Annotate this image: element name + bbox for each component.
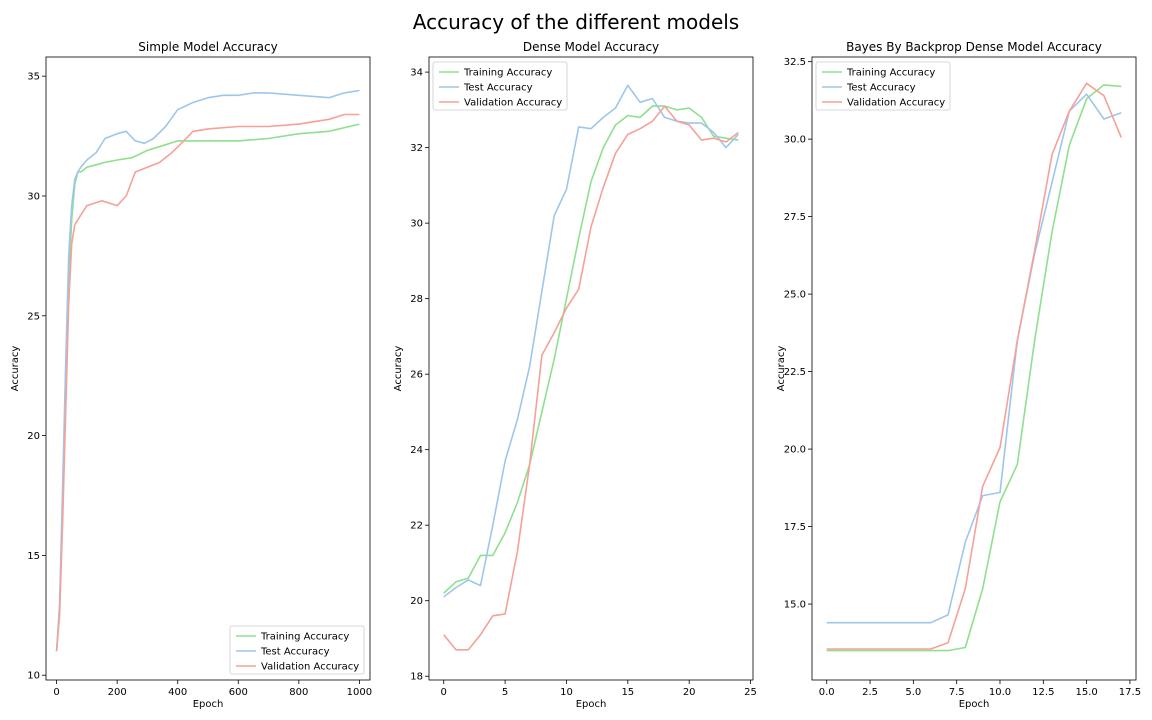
y-tick-label: 15.0 [784,600,806,611]
x-tick-label: 400 [168,687,187,698]
y-axis-label: Accuracy [776,346,787,392]
y-tick-label: 24 [410,445,423,456]
y-tick-label: 32.5 [784,57,806,68]
x-tick-label: 200 [108,687,127,698]
x-tick-label: 20 [683,687,696,698]
y-tick-label: 30.0 [784,135,806,146]
y-tick-label: 20 [27,431,40,442]
x-tick-label: 800 [289,687,308,698]
y-tick-label: 30 [27,191,40,202]
x-tick-label: 5 [502,687,508,698]
y-tick-label: 22 [410,521,423,532]
x-tick-label: 15 [621,687,634,698]
x-axis-label: Epoch [193,699,224,710]
x-tick-label: 25 [744,687,757,698]
legend-label: Training Accuracy [463,68,552,79]
legend-box [815,61,951,111]
x-tick-label: 12.5 [1032,687,1054,698]
x-tick-label: 10 [560,687,573,698]
legend-label: Test Accuracy [846,83,916,94]
y-tick-label: 20.0 [784,445,806,456]
x-axis-label: Epoch [959,699,990,710]
series-line-training [443,105,739,594]
y-tick-label: 25.0 [784,290,806,301]
series-line-validation [443,105,739,651]
y-tick-label: 34 [410,68,423,79]
x-tick-label: 0 [53,687,59,698]
y-tick-label: 35 [27,72,40,83]
x-tick-label: 1000 [347,687,372,698]
y-tick-label: 15 [27,551,40,562]
series-line-training [826,84,1122,652]
y-tick-label: 30 [410,219,423,230]
series-line-training [55,123,360,652]
figure-title: Accuracy of the different models [412,10,740,34]
series-line-validation [826,82,1123,650]
series-line-validation [55,113,360,652]
series-line-test [826,93,1122,624]
legend-label: Validation Accuracy [261,662,359,673]
chart-title: Dense Model Accuracy [523,40,659,54]
y-axis-label: Accuracy [10,346,21,392]
y-axis-label: Accuracy [393,346,404,392]
legend-label: Validation Accuracy [847,98,945,109]
legend-label: Training Accuracy [260,632,349,643]
y-tick-label: 17.5 [784,522,806,533]
y-tick-label: 27.5 [784,212,806,223]
y-tick-label: 26 [410,370,423,381]
chart-title: Bayes By Backprop Dense Model Accuracy [846,40,1102,54]
y-tick-label: 25 [27,311,40,322]
y-tick-label: 22.5 [784,367,806,378]
legend-label: Training Accuracy [846,68,935,79]
x-tick-label: 15.0 [1075,687,1097,698]
x-tick-label: 17.5 [1119,687,1141,698]
series-line-test [55,89,360,652]
series-line-test [443,84,739,598]
legend-label: Validation Accuracy [464,98,562,109]
chart-title: Simple Model Accuracy [138,40,277,54]
legend-box [432,61,568,111]
x-tick-label: 7.5 [949,687,965,698]
legend-label: Test Accuracy [260,647,330,658]
plot-frame [45,56,371,681]
y-tick-label: 18 [410,672,423,683]
x-tick-label: 5.0 [905,687,921,698]
x-tick-label: 10.0 [989,687,1011,698]
y-tick-label: 32 [410,143,423,154]
plot-frame [811,56,1137,681]
plot-frame [428,56,754,681]
y-tick-label: 28 [410,294,423,305]
x-tick-label: 600 [229,687,248,698]
x-tick-label: 2.5 [862,687,878,698]
y-tick-label: 20 [410,596,423,607]
legend-label: Test Accuracy [463,83,533,94]
x-tick-label: 0.0 [819,687,835,698]
x-tick-label: 0 [441,687,447,698]
y-tick-label: 10 [27,671,40,682]
legend-box [229,625,365,675]
x-axis-label: Epoch [576,699,607,710]
